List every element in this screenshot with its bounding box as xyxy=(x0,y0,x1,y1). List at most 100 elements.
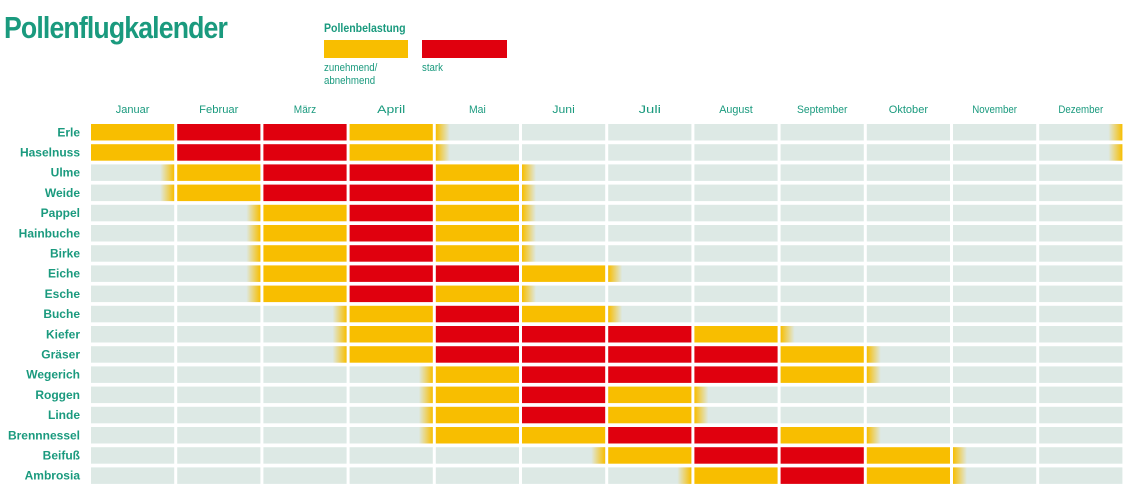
heatmap-cell xyxy=(608,326,692,343)
heatmap-cell xyxy=(177,447,261,464)
heatmap-cell xyxy=(780,427,864,444)
heatmap-cell xyxy=(177,124,261,141)
legend-title: Pollenbelastung xyxy=(324,21,406,35)
plant-label: Erle xyxy=(57,125,80,139)
heatmap-cell xyxy=(91,265,175,282)
heatmap-cell xyxy=(1039,366,1123,383)
plant-label: Weide xyxy=(45,186,80,200)
heatmap-cell xyxy=(177,366,261,383)
heatmap-cell xyxy=(608,305,692,323)
heatmap-cell xyxy=(522,285,606,303)
heatmap-cell xyxy=(866,346,950,363)
heatmap-cell xyxy=(263,386,347,404)
heatmap-cell xyxy=(177,144,261,161)
heatmap-cell xyxy=(1039,326,1123,343)
heatmap-cell xyxy=(608,386,692,404)
heatmap-cell xyxy=(1039,164,1123,181)
fade-in-mark xyxy=(418,366,433,383)
heatmap-cell xyxy=(953,386,1037,404)
heatmap-cell xyxy=(91,164,175,181)
heatmap-cell xyxy=(435,427,519,444)
heatmap-cell xyxy=(91,447,175,464)
heatmap-cell xyxy=(953,366,1037,383)
fade-out-mark xyxy=(866,346,881,363)
heatmap-cell xyxy=(608,427,692,444)
heatmap-cell xyxy=(91,386,175,404)
heatmap-cell xyxy=(522,346,606,363)
heatmap-cell xyxy=(263,265,347,282)
fade-in-mark xyxy=(332,326,347,343)
fade-out-mark xyxy=(780,326,795,343)
heatmap-cell xyxy=(177,467,261,484)
heatmap-cell xyxy=(91,467,175,484)
heatmap-cell xyxy=(866,285,950,303)
heatmap-cell xyxy=(1039,225,1123,242)
heatmap-cell xyxy=(435,406,519,424)
legend-label-light: zunehmend/ abnehmend xyxy=(324,62,378,87)
heatmap-cell xyxy=(1039,447,1123,464)
fade-out-mark xyxy=(608,265,623,282)
heatmap-cell xyxy=(91,427,175,444)
heatmap-cell xyxy=(780,265,864,282)
heatmap-cell xyxy=(91,406,175,424)
heatmap-cell xyxy=(1039,204,1123,222)
heatmap-cell xyxy=(1039,386,1123,404)
heatmap-cell xyxy=(608,467,692,484)
heatmap-cell xyxy=(608,164,692,181)
fade-in-mark xyxy=(418,386,433,404)
heatmap-cell xyxy=(522,386,606,404)
heatmap-cell xyxy=(694,447,778,464)
heatmap-cell xyxy=(349,204,433,222)
heatmap-cell xyxy=(866,184,950,202)
heatmap-cell xyxy=(866,225,950,242)
heatmap-cell xyxy=(435,204,519,222)
heatmap-cell xyxy=(522,144,606,161)
heatmap-cell xyxy=(780,467,864,484)
heatmap-cell xyxy=(953,184,1037,202)
heatmap-cell xyxy=(866,204,950,222)
plant-label: Haselnuss xyxy=(20,145,80,159)
heatmap-cell xyxy=(780,225,864,242)
heatmap-cell xyxy=(953,447,1037,464)
heatmap-cell xyxy=(866,144,950,161)
heatmap-cell xyxy=(694,245,778,262)
heatmap-cell xyxy=(91,326,175,343)
heatmap-cell xyxy=(953,346,1037,363)
heatmap-cell xyxy=(177,184,261,202)
heatmap-cell xyxy=(522,164,606,181)
heatmap-cell xyxy=(608,124,692,141)
heatmap-cell xyxy=(263,144,347,161)
heatmap-cell xyxy=(91,285,175,303)
month-label: September xyxy=(797,104,848,116)
heatmap-cell xyxy=(435,326,519,343)
heatmap-cell xyxy=(866,124,950,141)
fade-out-mark xyxy=(866,427,881,444)
heatmap-cell xyxy=(780,366,864,383)
heatmap-cell xyxy=(866,164,950,181)
heatmap-cell xyxy=(953,406,1037,424)
heatmap-cell xyxy=(522,427,606,444)
heatmap-cell xyxy=(522,305,606,323)
fade-out-mark xyxy=(435,144,450,161)
fade-in-mark xyxy=(246,265,261,282)
fade-out-mark xyxy=(694,406,709,424)
month-label: Januar xyxy=(116,104,150,116)
month-label: Dezember xyxy=(1058,104,1103,116)
plant-label: Eiche xyxy=(48,267,80,281)
heatmap-cell xyxy=(780,406,864,424)
fade-out-mark xyxy=(866,366,881,383)
heatmap-cell xyxy=(866,386,950,404)
heatmap-cell xyxy=(177,346,261,363)
heatmap-cell xyxy=(522,124,606,141)
heatmap-cell xyxy=(435,124,519,141)
heatmap-cell xyxy=(91,245,175,262)
heatmap-cell xyxy=(694,144,778,161)
heatmap-cell xyxy=(435,164,519,181)
plant-label: Birke xyxy=(50,246,80,260)
heatmap-cell xyxy=(694,406,778,424)
heatmap-cell xyxy=(435,144,519,161)
heatmap-cell xyxy=(780,305,864,323)
heatmap-cell xyxy=(263,164,347,181)
fade-in-mark xyxy=(332,346,347,363)
plant-label: Ulme xyxy=(51,166,81,180)
